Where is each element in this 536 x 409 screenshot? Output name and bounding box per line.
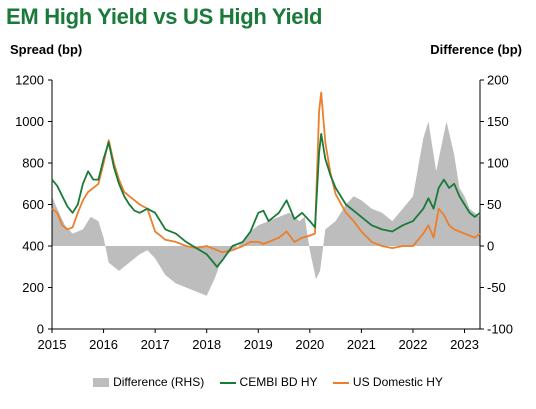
legend-swatch-difference (93, 378, 110, 388)
y-axis-left-label: Spread (bp) (10, 42, 83, 57)
y-left-tick-label: 0 (37, 322, 44, 337)
chart-title: EM High Yield vs US High Yield (6, 4, 323, 29)
y-right-tick-label: 0 (487, 239, 494, 254)
x-tick-label: 2020 (295, 337, 324, 352)
series-line-cembi (51, 132, 481, 268)
legend-item-difference: Difference (RHS) (93, 375, 204, 389)
legend-item-cembi: CEMBI BD HY (219, 374, 318, 389)
x-tick-label: 2021 (347, 337, 376, 352)
x-tick-label: 2019 (244, 337, 273, 352)
y-right-tick-label: -50 (487, 280, 506, 295)
y-left-tick-label: 800 (22, 156, 44, 171)
x-tick-label: 2016 (89, 337, 118, 352)
x-tick-label: 2022 (399, 337, 428, 352)
y-right-tick-label: 50 (487, 197, 501, 212)
x-tick-label: 2017 (141, 337, 170, 352)
y-axis-right-label: Difference (bp) (430, 42, 522, 57)
y-right-tick-label: 100 (487, 156, 509, 171)
y-left-tick-label: 1000 (15, 114, 44, 129)
legend-label-cembi: CEMBI BD HY (239, 374, 318, 389)
difference-area-layer (52, 121, 480, 296)
tick-labels-layer: 0 200 400 600 800 1000 1200 -100 -50 0 50 100 150 200… (15, 73, 513, 353)
x-tick-label: 2018 (192, 337, 221, 352)
legend-swatch-cembi (219, 381, 236, 384)
y-right-tick-label: 150 (487, 114, 509, 129)
difference-area (52, 121, 480, 296)
legend-item-ushy: US Domestic HY (332, 374, 443, 389)
legend-label-ushy: US Domestic HY (352, 374, 443, 389)
y-left-tick-label: 600 (22, 197, 44, 212)
legend-label-difference: Difference (RHS) (113, 374, 205, 389)
y-left-tick-label: 400 (22, 239, 44, 254)
legend: Difference (RHS) CEMBI BD HY US Domestic… (0, 374, 536, 389)
y-right-tick-label: -100 (487, 322, 513, 337)
legend-swatch-ushy (332, 381, 349, 384)
y-right-tick-label: 200 (487, 73, 509, 88)
y-left-tick-label: 1200 (15, 73, 44, 88)
x-tick-label: 2015 (38, 337, 67, 352)
x-tick-label: 2023 (450, 337, 479, 352)
axes-layer (48, 79, 484, 333)
series-lines-layer (51, 91, 481, 268)
y-left-tick-label: 200 (22, 280, 44, 295)
